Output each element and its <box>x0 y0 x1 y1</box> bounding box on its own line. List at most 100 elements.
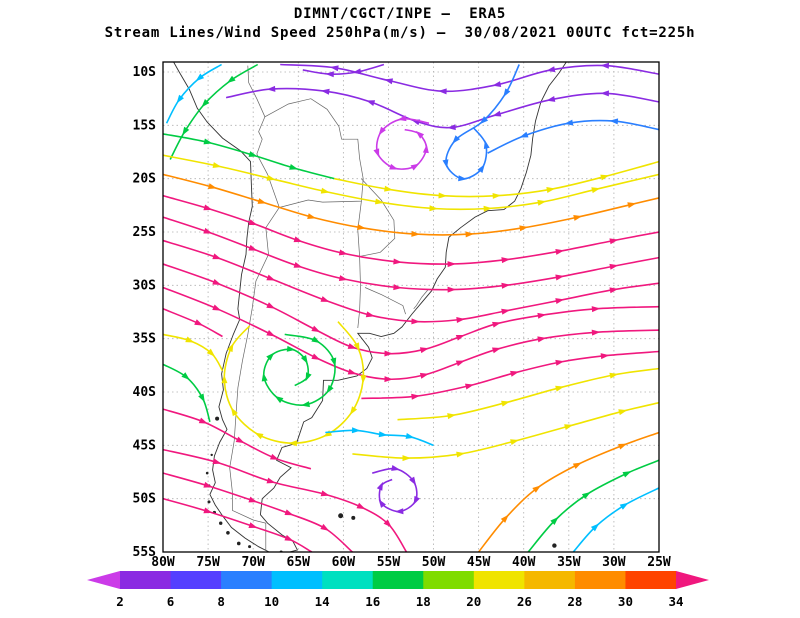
streamlines-layer <box>163 62 659 552</box>
island-speck <box>552 543 557 548</box>
streamline-arrowhead <box>293 261 303 268</box>
streamline-path <box>372 467 418 513</box>
streamline-arrowhead <box>555 359 565 366</box>
streamline-arrowhead <box>409 476 417 486</box>
streamline-arrowhead <box>555 248 565 255</box>
island-speck <box>236 541 241 546</box>
streamline-arrowhead <box>455 334 465 341</box>
island-speck <box>248 545 252 549</box>
colorbar-label: 10 <box>264 594 279 609</box>
streamline-arrowhead <box>198 393 205 403</box>
colorbar-label: 2 <box>116 594 124 609</box>
streamline-path <box>163 154 659 211</box>
x-tick-label: 60W <box>332 555 356 570</box>
streamline-arrowhead <box>609 287 619 294</box>
streamline-arrowhead <box>203 227 213 234</box>
streamline-arrowhead <box>619 502 629 510</box>
streamline-arrowhead <box>500 514 509 523</box>
streamline-arrowhead <box>330 357 337 367</box>
y-tick-label: 55S <box>133 545 157 560</box>
streamline-arrowhead <box>274 395 284 404</box>
streamline-arrowhead <box>501 282 511 289</box>
streamline-arrowhead <box>266 274 276 281</box>
streamline-arrowhead <box>376 481 384 491</box>
streamline-arrowhead <box>269 453 279 460</box>
y-tick-label: 35S <box>133 332 157 347</box>
streamline-arrowhead <box>356 502 366 510</box>
streamline-arrowhead <box>501 257 511 264</box>
streamline-arrowhead <box>537 312 547 319</box>
streamline-arrowhead <box>546 187 556 193</box>
streamline-path <box>163 333 224 372</box>
streamline-arrowhead <box>483 205 493 212</box>
streamline-arrowhead <box>266 174 276 181</box>
streamline-arrowhead <box>266 352 275 361</box>
streamline-arrowhead <box>555 298 565 305</box>
streamline-arrowhead <box>329 65 339 72</box>
streamline-arrowhead <box>182 126 190 136</box>
colorbar-label: 26 <box>517 594 532 609</box>
island-speck <box>226 531 230 535</box>
streamline-arrowhead <box>410 163 420 171</box>
colorbar-label: 14 <box>315 594 330 609</box>
streamline-arrowhead <box>360 374 367 384</box>
streamline-arrowhead <box>600 174 610 181</box>
streamline-arrowhead <box>419 347 429 354</box>
streamline-arrowhead <box>201 99 210 108</box>
streamline-arrowhead <box>477 164 485 173</box>
streamline-arrowhead <box>501 400 511 407</box>
streamline-arrowhead <box>501 308 511 315</box>
streamline-arrowhead <box>307 213 317 220</box>
streamline-arrowhead <box>389 163 399 170</box>
streamline-arrowhead <box>519 131 529 138</box>
streamline-arrowhead <box>374 198 384 205</box>
streamline-arrowhead <box>537 336 547 343</box>
streamline-arrowhead <box>429 205 438 212</box>
streamline-arrowhead <box>353 342 360 352</box>
x-tick-label: 40W <box>512 555 536 570</box>
streamline-arrowhead <box>600 353 610 360</box>
streamline-arrowhead <box>447 286 457 293</box>
streamline-path <box>163 408 312 470</box>
streamline-arrowhead <box>347 368 357 375</box>
streamline-arrowhead <box>618 409 628 416</box>
streamline-arrowhead <box>212 253 222 260</box>
streamline-arrowhead <box>325 71 334 78</box>
streamline-arrowhead <box>550 516 559 525</box>
streamline-path <box>225 87 659 129</box>
streamline-arrowhead <box>458 175 467 182</box>
colorbar-segment <box>372 571 424 589</box>
streamline-arrowhead <box>492 321 502 328</box>
colorbar-label: 20 <box>466 594 481 609</box>
y-tick-label: 15S <box>133 118 157 133</box>
colorbar-segment <box>221 571 273 589</box>
colorbar-label: 28 <box>567 594 582 609</box>
streamline-path <box>163 263 659 355</box>
streamline-arrowhead <box>438 88 447 95</box>
x-tick-label: 30W <box>602 555 626 570</box>
streamline-path <box>163 286 659 381</box>
streamline-path <box>262 333 336 406</box>
streamline-arrowhead <box>266 302 276 309</box>
streamline-arrowhead <box>198 417 208 424</box>
streamline-arrowhead <box>248 219 258 226</box>
streamline-arrowhead <box>284 509 294 516</box>
streamline-arrowhead <box>447 261 457 268</box>
streamline-arrowhead <box>573 215 583 221</box>
colorbar-segment <box>625 571 677 589</box>
streamline-arrowhead <box>397 115 407 122</box>
streamline-arrowhead <box>212 278 222 285</box>
y-tick-label: 20S <box>133 172 157 187</box>
coastline-path <box>357 256 361 329</box>
streamline-arrowhead <box>415 130 425 139</box>
streamline-arrowhead <box>627 202 637 209</box>
island-speck <box>207 500 211 504</box>
colorbar-segment <box>322 571 374 589</box>
streamline-arrowhead <box>447 124 456 131</box>
streamline-path <box>163 472 353 552</box>
streamline-arrowhead <box>405 433 415 439</box>
streamline-arrowhead <box>311 353 321 360</box>
colorbar-label: 16 <box>365 594 380 609</box>
streamline-arrowhead <box>284 534 294 542</box>
y-tick-label: 45S <box>133 438 157 453</box>
